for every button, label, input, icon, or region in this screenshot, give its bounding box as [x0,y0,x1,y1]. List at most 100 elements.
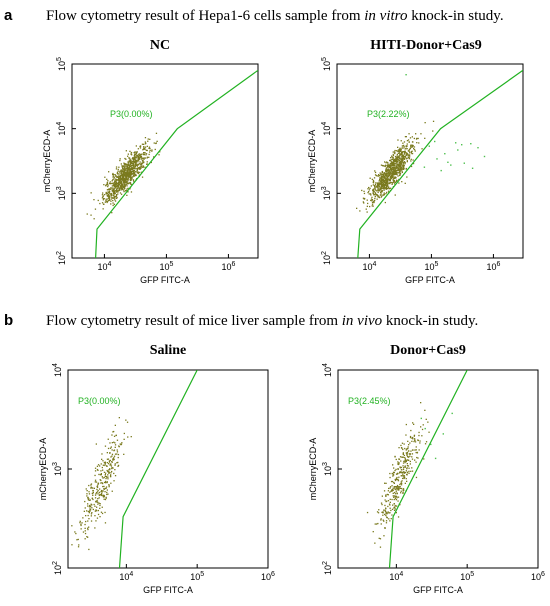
event-dot [382,174,384,176]
event-dot [387,174,389,176]
event-dot [120,187,122,189]
event-dot [119,184,122,186]
y-tick-label: 103 [56,186,67,200]
event-dot [387,179,389,181]
event-dot [424,409,426,411]
event-dot [392,176,394,178]
event-dot [387,178,389,180]
event-dot [389,169,391,171]
event-dot [122,167,124,169]
y-tick-label: 102 [52,561,63,575]
section-b-heading-end: knock-in study. [382,313,479,329]
event-dot [114,453,117,455]
event-dot [395,158,397,160]
event-dot [390,167,392,169]
event-dot [391,169,393,171]
event-dot [392,475,394,477]
event-dot [129,174,131,176]
event-dot [406,454,408,457]
event-dot [101,197,104,199]
event-dot [393,487,395,489]
event-dot [135,161,137,163]
event-dot-sparse [471,167,474,169]
event-dot [397,516,400,518]
event-dot [403,161,405,163]
event-dot [96,465,99,467]
event-dot [136,151,138,153]
event-dot [95,520,97,522]
event-dot [129,188,131,190]
event-dot [401,157,403,159]
event-dot [120,193,123,195]
event-dot [89,499,91,501]
event-dot [398,462,400,464]
event-dot [104,445,107,447]
event-dot [105,487,107,489]
event-cloud [71,417,132,551]
event-dot [117,465,119,467]
event-dot [378,190,380,192]
event-dot [392,172,395,175]
event-dot [141,165,143,167]
event-dot [387,165,389,167]
event-dot [103,194,106,196]
event-dot [397,500,399,502]
event-dot [116,190,118,192]
gate-label: P3(0.00%) [110,109,153,119]
event-dot [406,448,408,450]
event-dot [143,152,145,154]
event-dot [405,459,407,461]
event-dot [126,421,129,423]
event-dot [399,154,401,156]
event-dot [92,492,94,495]
event-dot [113,176,116,178]
event-dot [400,148,402,150]
event-dot [402,453,404,455]
event-dot [372,192,374,194]
event-dot [394,176,396,178]
event-dot [373,180,375,183]
gate-line [118,370,198,568]
event-dot [392,487,394,489]
event-dot [404,465,406,467]
event-dot [420,402,422,404]
event-dot [112,467,114,469]
event-dot [398,169,400,172]
event-dot [403,460,405,462]
event-dot [384,482,386,484]
event-dot [118,186,120,188]
event-dot [407,465,410,467]
event-dot [363,198,366,200]
event-dot [118,166,120,168]
event-dot [114,187,116,189]
event-dot [130,183,133,186]
event-dot [121,187,123,189]
event-dot [123,164,125,166]
event-dot [398,148,400,151]
event-dot [396,179,398,181]
event-dot [416,142,418,144]
event-dot [391,514,393,516]
event-dot [84,530,86,532]
event-dot [390,166,392,168]
event-dot [144,146,147,148]
event-dot [408,470,410,472]
event-dot [393,180,396,182]
event-dot [397,152,400,154]
event-dot [387,494,389,496]
event-dot [99,503,101,505]
x-tick-label: 104 [362,261,376,272]
event-dot [400,466,402,469]
event-dot [117,453,120,456]
event-dot [109,452,111,454]
event-dot [120,170,122,173]
event-dot [380,180,383,182]
event-dot [133,164,135,166]
event-dot [394,478,396,481]
event-dot [118,173,120,175]
event-dot [393,163,395,165]
event-dot [404,457,406,459]
event-dot [102,196,104,198]
event-dot [80,523,82,525]
event-dot [110,446,112,448]
